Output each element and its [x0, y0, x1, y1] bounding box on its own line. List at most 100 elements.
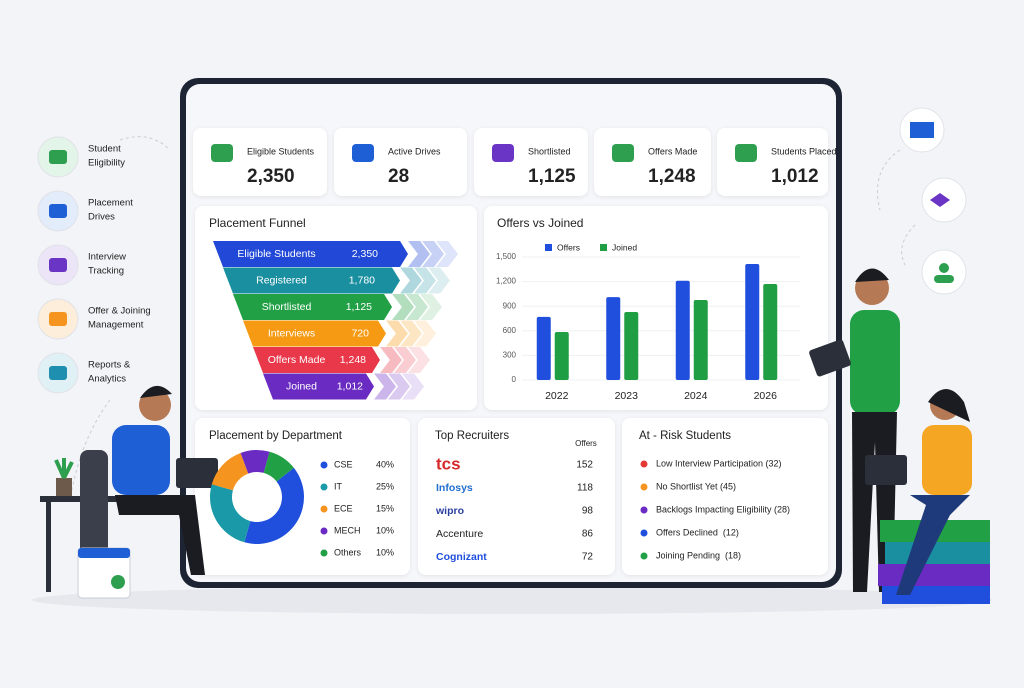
funnel-chevron: [414, 320, 436, 347]
recruiters-card: [418, 418, 615, 575]
sidebar-label: Offer & Joining: [88, 306, 151, 317]
legend-label: IT: [334, 481, 343, 491]
x-tick-label: 2022: [545, 390, 569, 402]
funnel-value: 2,350: [352, 248, 378, 260]
value-label: 10%: [376, 525, 394, 535]
legend-label: ECE: [334, 503, 353, 513]
sidebar-glyph: [49, 258, 67, 272]
icon-people-body: [934, 275, 954, 283]
funnel-value: 1,012: [337, 380, 363, 392]
recruiter-name: Infosys: [436, 482, 473, 494]
icon-handshake-shape: [930, 193, 950, 207]
kpi-label: Students Placed: [771, 146, 837, 156]
kpi-icon: [735, 144, 757, 162]
chair: [80, 450, 108, 560]
funnel-value: 1,125: [346, 301, 372, 313]
funnel-chevron: [406, 294, 428, 320]
sidebar-glyph: [49, 204, 67, 218]
funnel-chevron: [428, 267, 450, 294]
sidebar-label: Interview: [88, 252, 126, 263]
sidebar-label: Analytics: [88, 374, 126, 385]
funnel-chevron: [408, 347, 430, 373]
card-title: Top Recruiters: [435, 430, 509, 442]
sidebar-label: Reports &: [88, 360, 131, 371]
bar: [606, 297, 621, 380]
funnel-chevron: [392, 294, 414, 320]
value-label: 40%: [376, 459, 394, 469]
kpi-icon: [492, 144, 514, 162]
deco-lines: [877, 149, 916, 266]
book: [885, 542, 990, 564]
kpi-icon: [352, 144, 374, 162]
tablet: [809, 339, 851, 377]
book: [878, 564, 990, 586]
bar: [745, 263, 760, 380]
sidebar-label: Tracking: [88, 266, 124, 277]
plant: [54, 458, 74, 479]
sidebar-label: Management: [88, 320, 144, 331]
kpi-value: 1,125: [528, 166, 576, 187]
chart-title: Placement by Department: [209, 430, 343, 442]
risk-dot: [640, 552, 648, 560]
hair: [855, 268, 889, 282]
funnel-chevron: [380, 347, 402, 373]
y-tick-label: 1,500: [496, 252, 517, 261]
sidebar-glyph: [49, 312, 67, 326]
y-tick-label: 1,200: [496, 277, 517, 286]
bar: [536, 316, 551, 380]
desk: [40, 496, 190, 502]
icon-people-head: [939, 263, 949, 273]
funnel-stage: [233, 294, 392, 320]
kpi-icon: [612, 144, 634, 162]
hair: [928, 389, 970, 422]
calendar-top: [78, 548, 130, 558]
x-tick-label: 2026: [754, 390, 778, 402]
y-tick-label: 0: [512, 375, 517, 384]
funnel-chevron: [420, 294, 442, 320]
recruiter-offers: 152: [576, 460, 593, 471]
legend-dot: [320, 483, 328, 491]
plant-pot: [56, 478, 72, 496]
bar: [624, 311, 639, 380]
funnel-chevron: [394, 347, 416, 373]
risk-dot: [640, 529, 648, 537]
sidebar-label: Drives: [88, 212, 115, 223]
funnel-label: Interviews: [268, 327, 315, 339]
recruiter-offers: 118: [577, 483, 593, 494]
donut-segment: [240, 450, 270, 474]
funnel-chevron: [436, 241, 458, 267]
kpi-label: Eligible Students: [247, 146, 315, 156]
legs: [115, 495, 205, 575]
funnel-chevron: [400, 320, 422, 347]
funnel-chevron: [414, 267, 436, 294]
card-title: At - Risk Students: [639, 430, 731, 442]
funnel-label: Joined: [286, 380, 317, 392]
sidebar-glyph: [49, 366, 67, 380]
funnel-title: Placement Funnel: [209, 216, 306, 230]
recruiter-name: tcs: [436, 454, 461, 473]
kpi-value: 2,350: [247, 166, 295, 187]
risk-item: Backlogs Impacting Eligibility (28): [656, 504, 790, 514]
funnel-chevron: [422, 241, 444, 267]
bar: [554, 332, 569, 380]
legend-label: MECH: [334, 525, 361, 535]
funnel-stage: [213, 241, 408, 267]
shirt: [922, 425, 972, 495]
value-label: 10%: [376, 547, 394, 557]
column-header: Offers: [575, 439, 597, 448]
x-tick-label: 2023: [615, 390, 639, 402]
legend-label: CSE: [334, 459, 353, 469]
value-label: 15%: [376, 503, 394, 513]
donut-segment: [244, 467, 304, 544]
laptop: [176, 458, 218, 488]
laptop: [865, 455, 907, 485]
kpi-label: Active Drives: [388, 146, 441, 156]
legend-swatch: [545, 244, 552, 251]
legend-label: Joined: [612, 242, 637, 252]
recruiter-offers: 86: [582, 529, 594, 540]
recruiter-name: Cognizant: [436, 551, 487, 563]
risk-card: [622, 418, 828, 575]
kpi-value: 28: [388, 166, 409, 187]
risk-item: Offers Declined (12): [656, 527, 739, 537]
